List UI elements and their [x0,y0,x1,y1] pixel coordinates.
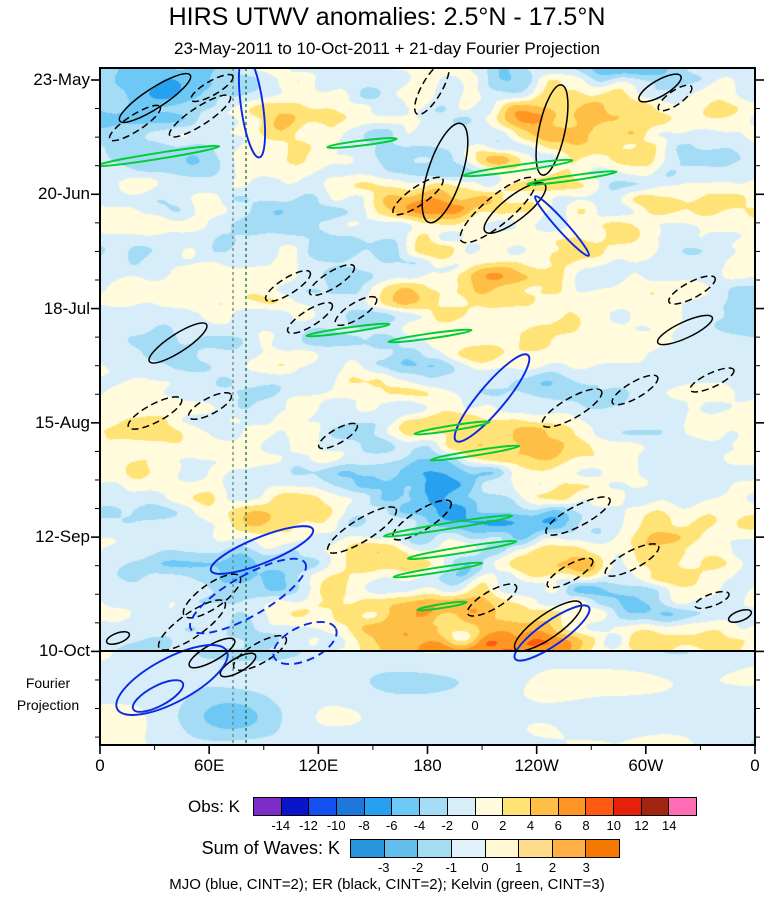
colorbar-tick-label: 3 [582,860,590,875]
fourier-label-line1: Fourier [25,675,71,691]
colorbar-tick-label: 14 [662,818,677,833]
colorbar-segment [254,798,282,815]
y-tick-label: 18-Jul [43,298,90,318]
y-tick-label: 15-Aug [35,412,90,432]
colorbar-segment [586,840,619,857]
colorbar-segment [586,798,614,815]
x-tick-label: 60W [628,756,664,775]
colorbar-segment [447,798,476,815]
colorbar-segment [364,798,393,815]
colorbar-segment [351,840,385,857]
colorbar-tick-label: 8 [582,818,590,833]
colorbar-segment [337,798,365,815]
colorbar-tick-label: 2 [548,860,557,875]
colorbar-tick-label: 2 [499,818,507,833]
colorbar-segment [384,840,419,857]
colorbar-segment [418,840,452,857]
colorbar-tick-label: -12 [299,818,318,833]
colorbar-tick-label: 10 [606,818,621,833]
colorbar-segment [519,840,553,857]
y-tick-label: 20-Jun [38,184,90,204]
chart-title: HIRS UTWV anomalies: 2.5°N - 17.5°N [168,3,606,31]
colorbar-segment [451,840,486,857]
y-tick-label: 23-May [33,70,90,89]
x-tick-label: 120E [298,756,339,775]
x-tick-label: 60E [194,756,225,775]
obs-colorbar [253,797,697,816]
colorbar-segment [309,798,338,815]
colorbar-segment [420,798,448,815]
colorbar-tick-label: 0 [471,818,479,833]
x-tick-label: 120W [514,756,559,775]
colorbar-tick-label: -2 [441,818,454,833]
colorbar-segment [503,798,531,815]
colorbar-tick-label: -4 [413,818,426,833]
chart-subtitle: 23-May-2011 to 10-Oct-2011 + 21-day Four… [173,39,600,58]
colorbar-tick-label: -14 [271,818,291,833]
colorbar-segment [392,798,421,815]
waves-colorbar-label: Sum of Waves: K [201,838,340,858]
colorbar-tick-label: -3 [377,860,390,875]
colorbar-tick-label: 4 [526,818,535,833]
x-tick-label: 180 [413,756,442,775]
y-tick-label: 12-Sep [35,527,90,547]
obs-colorbar-label: Obs: K [188,797,240,816]
colorbar-segment [552,840,587,857]
fourier-projection-label: Fourier Projection [2,672,94,716]
colorbar-tick-label: -6 [385,818,398,833]
colorbar-tick-label: 1 [515,860,523,875]
colorbar-tick-label: -8 [358,818,370,833]
colorbar-tick-label: -2 [411,860,424,875]
x-tick-label: 0 [750,756,760,775]
fourier-label-line2: Projection [16,697,80,713]
y-tick-label: 10-Oct [38,641,90,661]
legend-note: MJO (blue, CINT=2); ER (black, CINT=2); … [169,876,605,893]
colorbar-segment [613,798,642,815]
colorbar-segment [485,840,520,857]
colorbar-tick-label: 6 [554,818,562,833]
colorbar-segment [558,798,587,815]
x-tick-label: 0 [95,756,105,775]
colorbar-segment [475,798,504,815]
colorbar-tick-label: 12 [634,818,649,833]
anomaly-field-canvas [100,68,755,745]
colorbar-tick-label: 0 [481,860,489,875]
colorbar-segment [641,798,670,815]
colorbar-tick-label: -10 [326,818,346,833]
colorbar-tick-label: -1 [445,860,458,875]
colorbar-segment [281,798,310,815]
colorbar-segment [530,798,559,815]
colorbar-segment [669,798,696,815]
waves-colorbar [350,839,620,858]
